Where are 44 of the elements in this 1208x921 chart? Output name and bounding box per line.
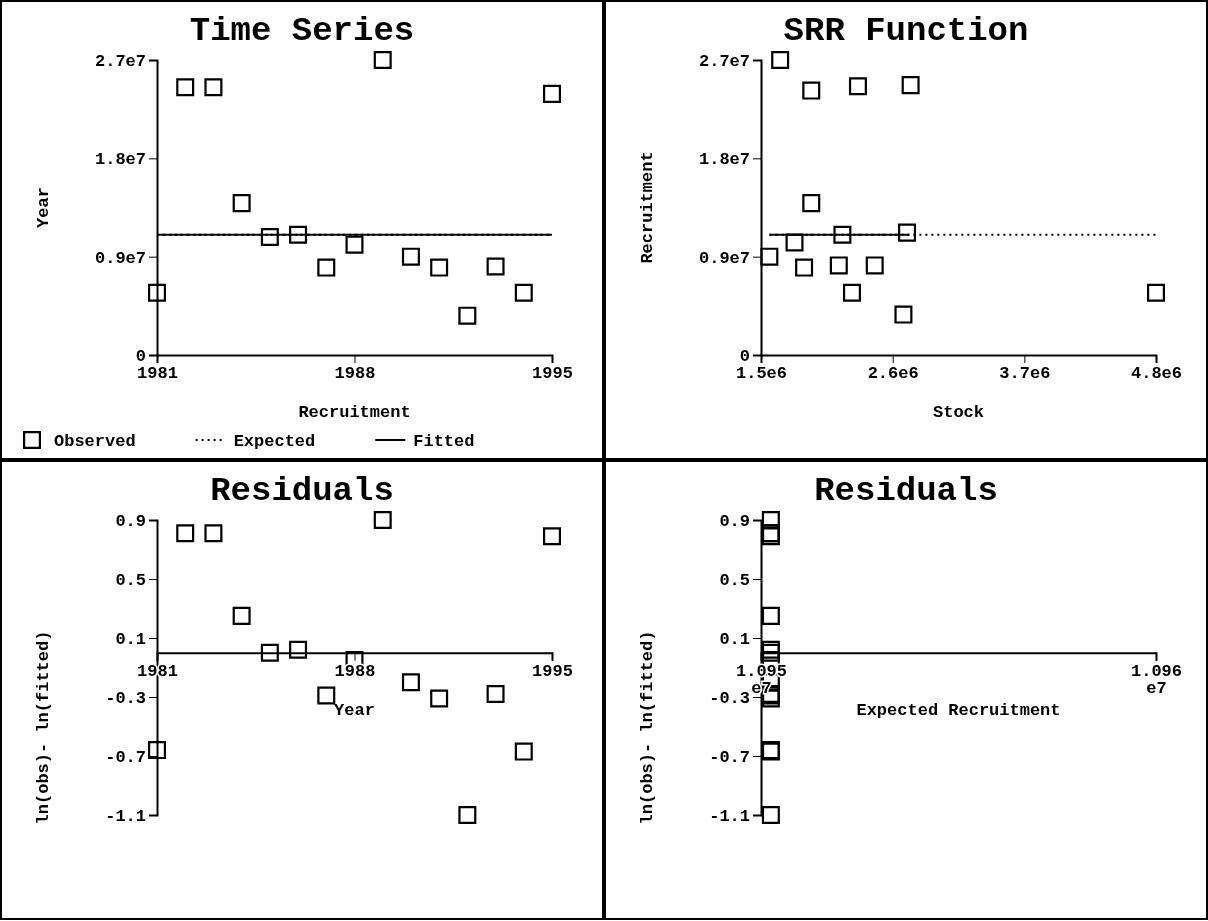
y-tick-label: -0.3: [709, 688, 750, 708]
y-tick-label: -1.1: [105, 806, 146, 826]
x-axis-title: Recruitment: [298, 403, 411, 422]
x-tick-label: 4.8e6: [1130, 364, 1183, 384]
legend-label: Expected: [233, 432, 316, 451]
y-tick-label: 0.9e7: [698, 248, 750, 268]
chart-title: Residuals: [814, 472, 998, 510]
y-axis-title: ln(obs)- ln(fitted): [638, 630, 657, 825]
x-tick-label: 1.5e6: [735, 364, 788, 384]
x-axis-title: Year: [334, 700, 375, 720]
chart-title: SRR Function: [783, 12, 1029, 50]
chart-title: Residuals: [210, 472, 394, 510]
x-tick-label: 1995: [532, 364, 573, 384]
y-tick-label: 0.9e7: [94, 248, 146, 268]
x-tick-label: 3.7e6: [999, 364, 1051, 384]
y-tick-label: 1.8e7: [94, 150, 146, 170]
y-tick-label: 0: [739, 346, 750, 366]
y-tick-label: 0.1: [719, 629, 750, 649]
y-tick-label: 0: [135, 346, 146, 366]
x-tick-label: 1981: [137, 364, 178, 384]
chart-title: Time Series: [189, 12, 415, 50]
y-tick-label: 2.7e7: [698, 51, 750, 71]
y-tick-label: 0.5: [115, 570, 146, 590]
x-tick-label: 1988: [334, 364, 376, 384]
x-tick-label: 1995: [532, 661, 573, 681]
x-tick-label: 2.6e6: [867, 364, 919, 384]
y-axis-title: ln(obs)- ln(fitted): [34, 630, 53, 825]
x-tick-label: 1.096e7: [1130, 661, 1183, 698]
legend-label: Observed: [54, 432, 136, 451]
y-tick-label: -1.1: [709, 806, 750, 826]
y-tick-label: 0.5: [719, 570, 750, 590]
y-tick-label: -0.3: [105, 688, 146, 708]
y-axis-title: Year: [34, 187, 53, 228]
y-tick-label: 0.9: [719, 511, 750, 531]
y-tick-label: 2.7e7: [94, 51, 146, 71]
y-tick-label: 1.8e7: [698, 150, 750, 170]
y-tick-label: 0.1: [115, 629, 146, 649]
y-tick-label: -0.7: [105, 747, 146, 767]
y-axis-title: Recruitment: [638, 151, 657, 264]
y-tick-label: -0.7: [709, 747, 750, 767]
legend-label: Fitted: [413, 432, 475, 451]
x-axis-title: Expected Recruitment: [856, 700, 1061, 720]
x-axis-title: Stock: [932, 403, 985, 422]
y-tick-label: 0.9: [115, 511, 146, 531]
